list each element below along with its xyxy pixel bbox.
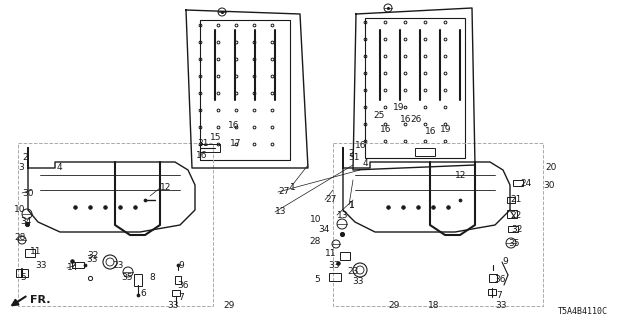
Text: 32: 32 — [87, 251, 99, 260]
Text: 14: 14 — [67, 263, 78, 273]
Text: 13: 13 — [275, 207, 287, 217]
Bar — [18, 143, 213, 306]
Bar — [333, 143, 543, 306]
Text: 29: 29 — [223, 300, 234, 309]
Text: 33: 33 — [35, 260, 47, 269]
Text: 18: 18 — [428, 300, 440, 309]
Text: 1: 1 — [349, 201, 355, 210]
Text: 7: 7 — [496, 291, 502, 300]
Bar — [489, 274, 497, 282]
Text: 32: 32 — [511, 226, 522, 235]
Text: 1: 1 — [290, 183, 296, 193]
Bar — [365, 18, 465, 158]
Bar — [340, 252, 350, 260]
Text: 33: 33 — [495, 300, 506, 309]
Text: 3: 3 — [18, 164, 24, 172]
Text: 26: 26 — [410, 116, 421, 124]
Text: 6: 6 — [140, 290, 146, 299]
Text: 35: 35 — [508, 239, 520, 249]
Text: 16: 16 — [380, 125, 392, 134]
Bar — [508, 226, 518, 232]
Text: 16: 16 — [355, 140, 367, 149]
Text: 33: 33 — [167, 300, 179, 309]
Text: 19: 19 — [393, 103, 404, 113]
Text: 33: 33 — [352, 276, 364, 285]
Text: 35: 35 — [121, 274, 132, 283]
Text: 2: 2 — [348, 148, 354, 157]
Text: 28: 28 — [14, 233, 26, 242]
Bar — [513, 180, 523, 186]
Text: 28: 28 — [309, 236, 321, 245]
Text: 12: 12 — [160, 183, 172, 193]
Text: T5A4B4110C: T5A4B4110C — [558, 308, 608, 316]
Text: 36: 36 — [177, 281, 189, 290]
Text: 34: 34 — [20, 218, 31, 227]
Text: 10: 10 — [310, 215, 321, 225]
Text: 7: 7 — [178, 293, 184, 302]
Text: 13: 13 — [337, 211, 349, 220]
Text: 27: 27 — [325, 196, 337, 204]
Text: 2: 2 — [22, 154, 28, 163]
Text: 31: 31 — [197, 139, 209, 148]
Bar — [72, 262, 84, 268]
Text: 5: 5 — [20, 274, 26, 283]
Text: FR.: FR. — [30, 295, 51, 305]
Text: 1: 1 — [349, 201, 355, 210]
Text: 30: 30 — [543, 180, 554, 189]
Bar — [175, 276, 181, 284]
Text: 33: 33 — [328, 260, 339, 269]
Bar — [172, 290, 180, 296]
Bar — [200, 20, 290, 160]
Text: 11: 11 — [325, 250, 337, 259]
Text: 10: 10 — [14, 205, 26, 214]
Text: 8: 8 — [149, 274, 155, 283]
Text: 31: 31 — [348, 154, 360, 163]
Text: 33: 33 — [86, 255, 97, 265]
Bar — [507, 210, 517, 218]
Text: 29: 29 — [388, 300, 399, 309]
Text: 36: 36 — [494, 276, 506, 284]
Text: 15: 15 — [210, 133, 221, 142]
Text: 17: 17 — [230, 139, 241, 148]
Text: 12: 12 — [455, 171, 467, 180]
Text: 9: 9 — [178, 260, 184, 269]
Text: 22: 22 — [510, 211, 521, 220]
Bar — [25, 249, 35, 257]
Text: 24: 24 — [520, 179, 531, 188]
Text: 20: 20 — [545, 164, 556, 172]
Text: 30: 30 — [22, 188, 33, 197]
Text: 21: 21 — [510, 196, 522, 204]
Bar — [200, 144, 220, 152]
Text: 16: 16 — [400, 116, 412, 124]
Text: 19: 19 — [440, 125, 451, 134]
Bar — [134, 274, 142, 286]
Text: 4: 4 — [57, 164, 63, 172]
Text: 25: 25 — [373, 110, 385, 119]
Text: 16: 16 — [228, 121, 239, 130]
Text: 5: 5 — [314, 275, 320, 284]
Text: 16: 16 — [196, 150, 207, 159]
Bar — [415, 148, 435, 156]
Text: 27: 27 — [278, 188, 289, 196]
Bar — [16, 269, 28, 277]
Bar — [329, 273, 341, 281]
Text: 23: 23 — [112, 260, 124, 269]
Text: 9: 9 — [502, 258, 508, 267]
Text: 11: 11 — [30, 247, 42, 257]
Bar — [507, 197, 515, 203]
Text: 23: 23 — [347, 268, 358, 276]
Bar — [488, 289, 496, 295]
Text: 16: 16 — [425, 127, 436, 137]
Text: 4: 4 — [363, 158, 369, 167]
Text: 34: 34 — [318, 226, 330, 235]
